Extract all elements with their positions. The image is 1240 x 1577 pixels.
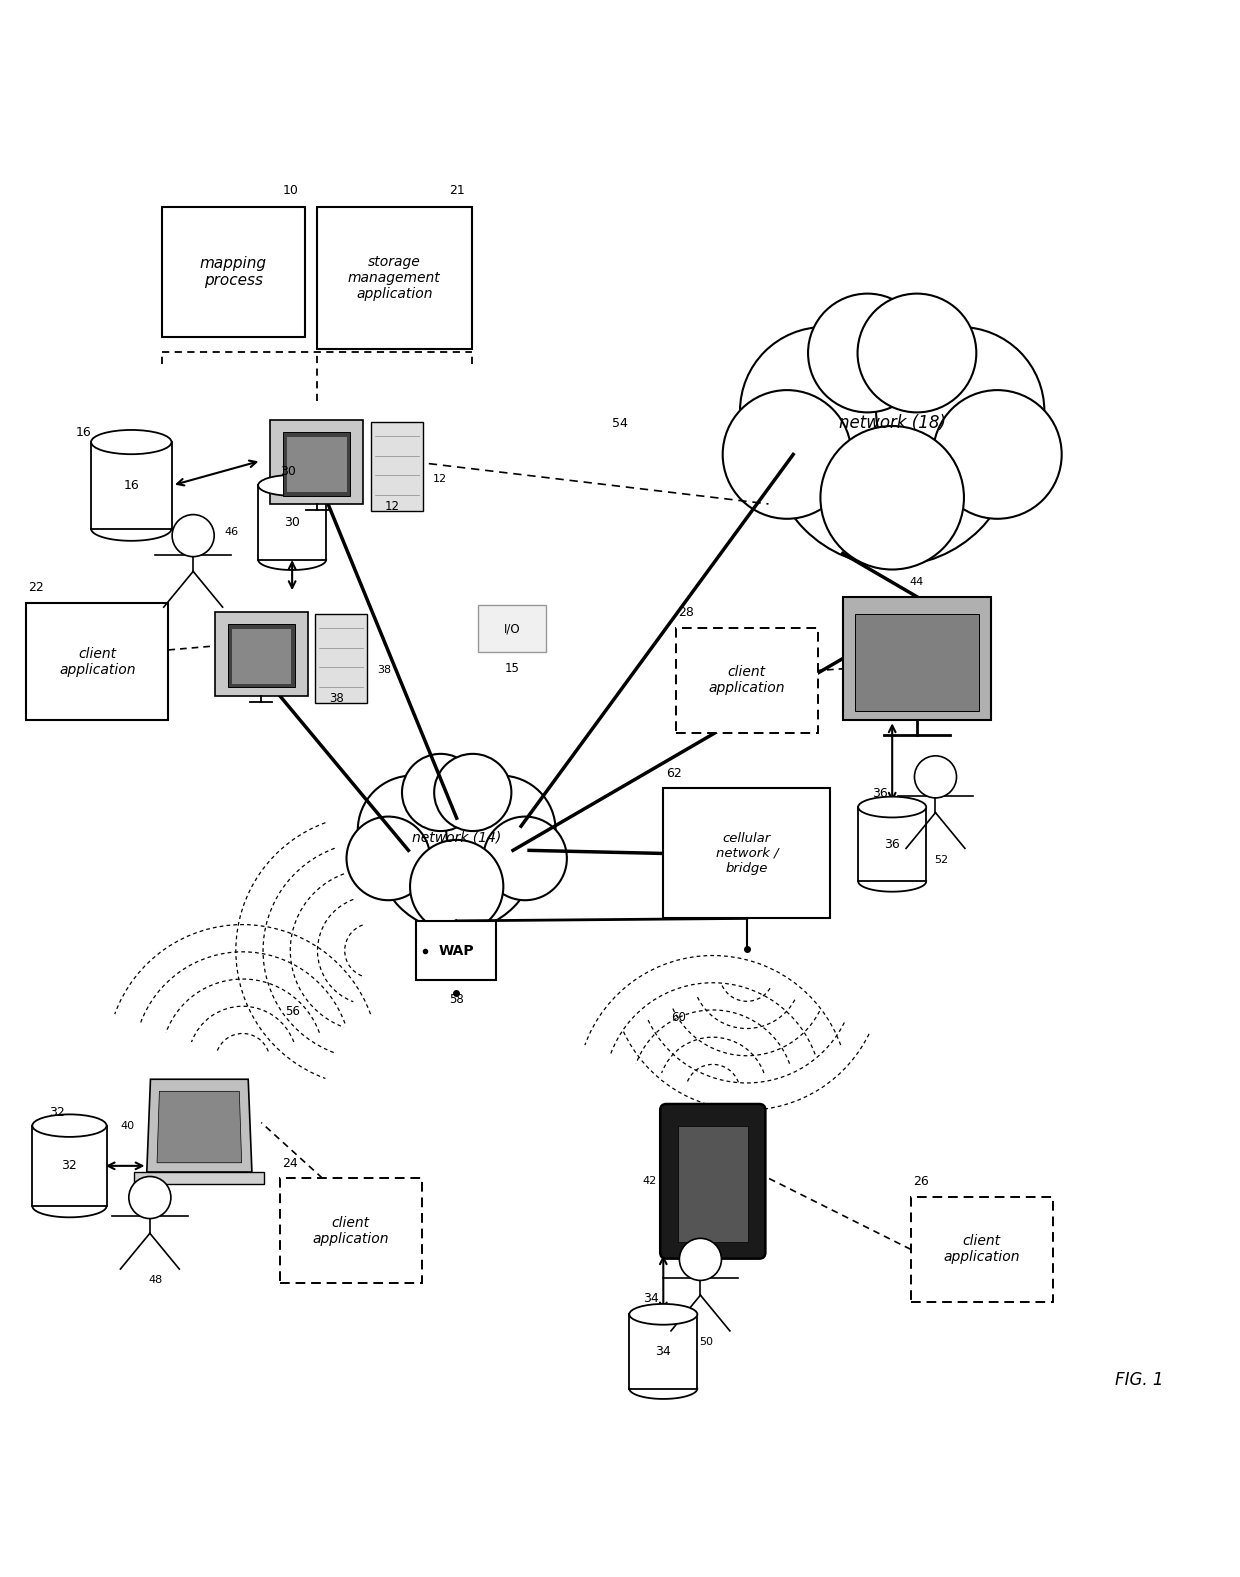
Circle shape	[769, 319, 1016, 566]
Text: 12: 12	[384, 500, 401, 513]
FancyBboxPatch shape	[284, 432, 350, 495]
Circle shape	[821, 426, 963, 569]
Text: 16: 16	[124, 479, 139, 492]
Text: WAP: WAP	[438, 943, 474, 957]
Text: 56: 56	[285, 1005, 300, 1017]
FancyBboxPatch shape	[676, 628, 818, 733]
Text: mapping
process: mapping process	[200, 255, 267, 289]
Text: 32: 32	[50, 1107, 64, 1120]
Circle shape	[680, 1238, 722, 1281]
Text: 30: 30	[280, 465, 295, 478]
Text: network (14): network (14)	[412, 831, 501, 845]
Circle shape	[858, 293, 976, 412]
Text: 50: 50	[699, 1337, 713, 1347]
FancyBboxPatch shape	[26, 602, 169, 721]
FancyBboxPatch shape	[288, 437, 346, 492]
FancyBboxPatch shape	[91, 442, 171, 528]
Circle shape	[172, 514, 215, 557]
Circle shape	[358, 776, 467, 885]
Text: 54: 54	[613, 416, 627, 429]
FancyBboxPatch shape	[232, 629, 291, 684]
Text: 34: 34	[644, 1292, 658, 1304]
Circle shape	[740, 326, 908, 495]
Text: 30: 30	[284, 516, 300, 528]
FancyBboxPatch shape	[258, 486, 326, 560]
FancyBboxPatch shape	[663, 788, 831, 918]
Text: 10: 10	[283, 185, 299, 197]
FancyBboxPatch shape	[858, 807, 926, 882]
Text: network (18): network (18)	[838, 415, 946, 432]
Ellipse shape	[258, 475, 326, 495]
Text: client
application: client application	[60, 647, 135, 677]
FancyBboxPatch shape	[317, 207, 471, 349]
Text: 15: 15	[505, 662, 520, 675]
Text: 22: 22	[29, 582, 45, 595]
FancyBboxPatch shape	[677, 1126, 748, 1243]
Circle shape	[346, 817, 430, 900]
Text: 12: 12	[433, 473, 446, 484]
FancyBboxPatch shape	[280, 1178, 422, 1284]
Text: 44: 44	[910, 577, 924, 587]
FancyBboxPatch shape	[629, 1314, 697, 1389]
Circle shape	[434, 754, 511, 831]
Text: 32: 32	[62, 1159, 77, 1172]
Text: 38: 38	[377, 665, 391, 675]
Circle shape	[914, 755, 956, 798]
Text: 48: 48	[149, 1276, 164, 1285]
Circle shape	[723, 390, 852, 519]
FancyBboxPatch shape	[315, 613, 367, 703]
Text: 26: 26	[913, 1175, 929, 1187]
Circle shape	[402, 754, 479, 831]
FancyBboxPatch shape	[660, 1104, 765, 1258]
Circle shape	[376, 770, 537, 930]
Ellipse shape	[629, 1304, 697, 1325]
Text: 16: 16	[76, 426, 92, 438]
Ellipse shape	[91, 431, 171, 454]
Text: I/O: I/O	[503, 623, 520, 636]
FancyBboxPatch shape	[162, 207, 305, 337]
FancyBboxPatch shape	[854, 613, 980, 711]
FancyBboxPatch shape	[215, 612, 308, 695]
FancyBboxPatch shape	[910, 1197, 1053, 1303]
Text: 24: 24	[283, 1156, 298, 1170]
FancyBboxPatch shape	[134, 1172, 264, 1184]
Circle shape	[129, 1176, 171, 1219]
Text: 21: 21	[450, 185, 465, 197]
Circle shape	[808, 293, 926, 412]
Text: 28: 28	[678, 606, 694, 620]
Text: client
application: client application	[312, 1216, 389, 1246]
FancyBboxPatch shape	[843, 596, 991, 721]
Text: 38: 38	[330, 692, 343, 705]
Text: 46: 46	[224, 527, 238, 536]
Text: 52: 52	[935, 855, 949, 864]
Polygon shape	[157, 1091, 242, 1162]
Ellipse shape	[32, 1115, 107, 1137]
Circle shape	[932, 390, 1061, 519]
Text: 62: 62	[666, 766, 682, 781]
Text: 36: 36	[872, 787, 888, 800]
Text: 34: 34	[656, 1345, 671, 1358]
FancyBboxPatch shape	[371, 423, 423, 511]
Text: 40: 40	[120, 1121, 135, 1131]
Text: client
application: client application	[944, 1235, 1021, 1265]
Circle shape	[410, 841, 503, 934]
Circle shape	[446, 776, 556, 885]
Text: 60: 60	[671, 1011, 686, 1023]
Circle shape	[877, 326, 1044, 495]
Ellipse shape	[858, 796, 926, 817]
Text: storage
management
application: storage management application	[348, 255, 440, 301]
Text: cellular
network /
bridge: cellular network / bridge	[715, 833, 779, 875]
Polygon shape	[146, 1079, 252, 1172]
FancyBboxPatch shape	[228, 624, 295, 688]
Text: 36: 36	[884, 837, 900, 850]
Circle shape	[484, 817, 567, 900]
Text: FIG. 1: FIG. 1	[1116, 1370, 1164, 1389]
FancyBboxPatch shape	[32, 1126, 107, 1206]
Text: 42: 42	[642, 1176, 657, 1186]
Text: client
application: client application	[708, 665, 785, 695]
FancyBboxPatch shape	[415, 921, 496, 981]
FancyBboxPatch shape	[477, 606, 546, 653]
Text: 58: 58	[449, 992, 464, 1006]
FancyBboxPatch shape	[270, 419, 363, 505]
